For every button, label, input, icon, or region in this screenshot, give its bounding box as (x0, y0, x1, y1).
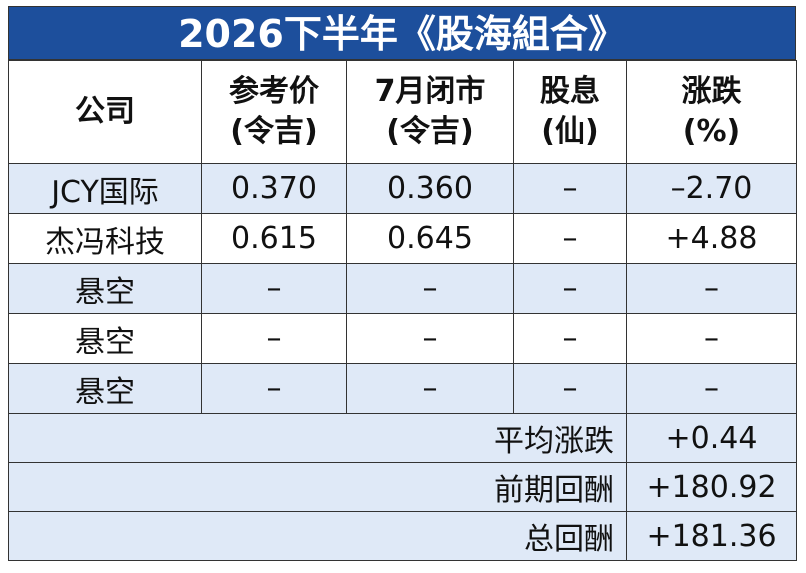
cell: – (201, 363, 347, 414)
header-text: 涨跌 (681, 74, 742, 109)
summary-row: 前期回酬 +180.92 (8, 462, 797, 512)
header-text: 7月闭市 (374, 74, 486, 109)
cell: – (201, 263, 347, 314)
cell: – (346, 263, 514, 314)
cell: 0.615 (201, 213, 347, 264)
summary-row: 总回酬 +181.36 (8, 511, 797, 561)
header-text: (令吉) (386, 114, 474, 149)
header-cell: 7月闭市 (令吉) (346, 60, 514, 164)
cell: 0.360 (346, 163, 514, 214)
header-cell: 参考价 (令吉) (201, 60, 347, 164)
summary-value: +0.44 (626, 413, 797, 463)
summary-value: +180.92 (626, 462, 797, 512)
cell: – (513, 163, 627, 214)
cell: JCY国际 (8, 163, 202, 214)
summary-label: 平均涨跌 (8, 413, 627, 463)
data-row: 悬空 – – – – (8, 313, 797, 364)
header-text: (令吉) (230, 114, 318, 149)
cell: 杰冯科技 (8, 213, 202, 264)
cell: – (513, 363, 627, 414)
portfolio-table: 公司 参考价 (令吉) 7月闭市 (令吉) 股息 (仙) 涨跌 (%) JCY国际 0.370 0.3… (8, 60, 797, 561)
cell: 悬空 (8, 313, 202, 364)
header-cell: 涨跌 (%) (626, 60, 797, 164)
header-text: 公司 (75, 94, 135, 129)
cell: 悬空 (8, 263, 202, 314)
title: 2026下半年《股海組合》 (8, 6, 796, 60)
data-row: 悬空 – – – – (8, 263, 797, 314)
header-row: 公司 参考价 (令吉) 7月闭市 (令吉) 股息 (仙) 涨跌 (%) (8, 60, 797, 164)
cell: 悬空 (8, 363, 202, 414)
cell: 0.370 (201, 163, 347, 214)
cell: – (626, 313, 797, 364)
summary-label: 总回酬 (8, 511, 627, 561)
summary-row: 平均涨跌 +0.44 (8, 413, 797, 463)
header-text: 股息 (540, 74, 600, 109)
cell: – (346, 363, 514, 414)
cell: – (513, 263, 627, 314)
cell: +4.88 (626, 213, 797, 264)
summary-label: 前期回酬 (8, 462, 627, 512)
data-row: 悬空 – – – – (8, 363, 797, 414)
header-text: (%) (682, 114, 741, 149)
cell: 0.645 (346, 213, 514, 264)
header-text: (仙) (541, 114, 599, 149)
cell: – (626, 363, 797, 414)
summary-value: +181.36 (626, 511, 797, 561)
cell: – (626, 263, 797, 314)
cell: – (201, 313, 347, 364)
cell: – (513, 313, 627, 364)
table-card: 2026下半年《股海組合》 公司 参考价 (令吉) 7月闭市 (令吉) 股息 (仙) 涨跌 (%… (8, 6, 797, 561)
header-text: 参考价 (229, 74, 319, 109)
data-row: JCY国际 0.370 0.360– –2.70 (8, 163, 797, 214)
cell: – (346, 313, 514, 364)
header-cell: 股息 (仙) (513, 60, 627, 164)
header-cell: 公司 (8, 60, 202, 164)
cell: –2.70 (626, 163, 797, 214)
data-row: 杰冯科技 0.615 0.645– +4.88 (8, 213, 797, 264)
cell: – (513, 213, 627, 264)
